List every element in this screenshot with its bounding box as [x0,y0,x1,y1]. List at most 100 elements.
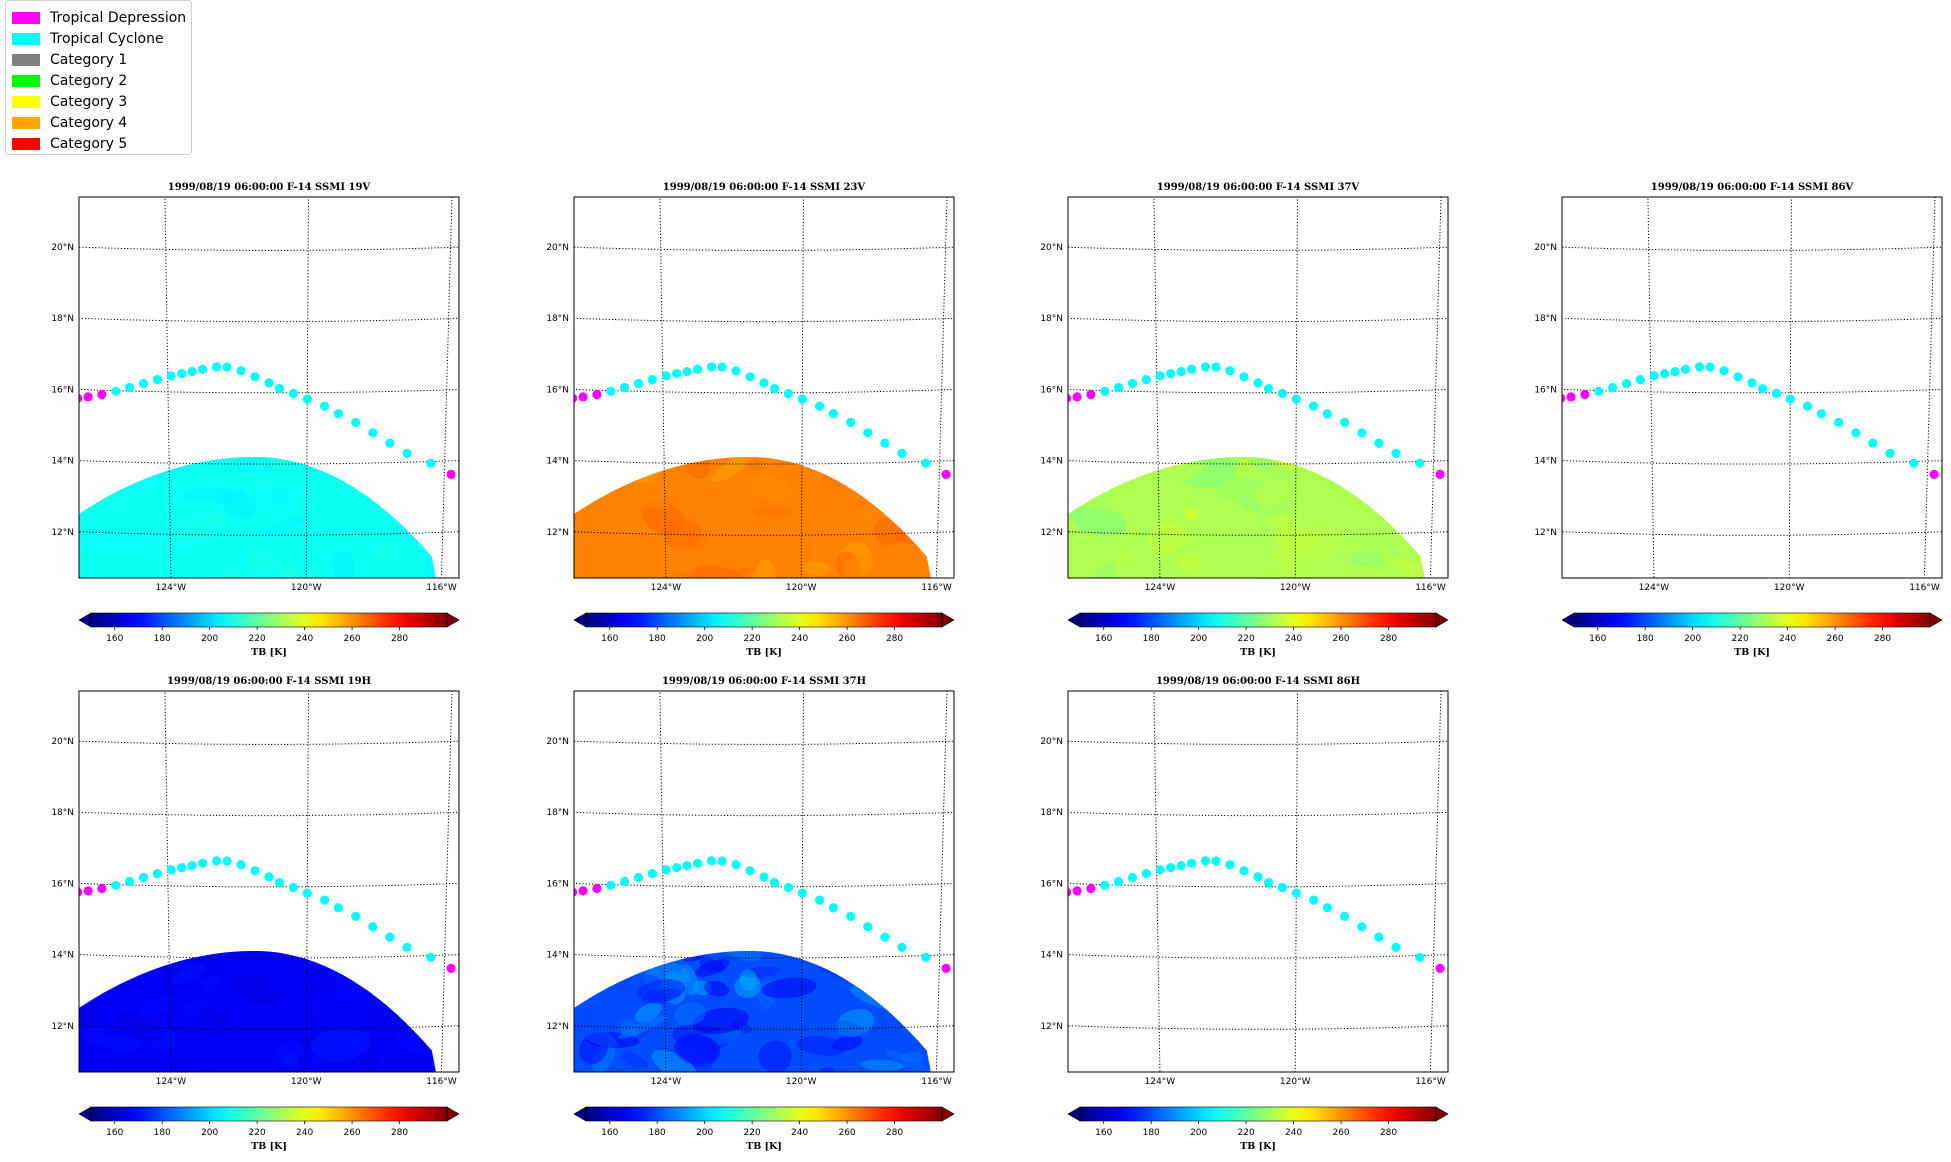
track-point [846,417,856,427]
track-point [446,963,456,974]
colorbar-tick-label: 200 [201,634,218,644]
track-point [211,856,222,866]
track-point [1705,362,1715,372]
legend-swatch [12,75,40,87]
track-point [152,869,162,879]
track-point [797,888,807,898]
lat-tick-label: 18°N [546,808,569,818]
colorbar-tick-label: 220 [1238,634,1255,644]
colorbar-tick-label: 280 [391,1128,408,1138]
colorbar-tick-label: 280 [886,1128,903,1138]
colorbar-tick-label: 220 [249,1128,266,1138]
colorbar-tick-label: 260 [343,1128,360,1138]
lat-tick-label: 14°N [546,951,569,961]
legend-label: Tropical Depression [50,10,187,26]
track-point [863,428,873,438]
track-point [177,863,187,873]
track-point [1291,888,1301,898]
colorbar: 160 180 200 220 240 260 280 TB [K] [78,1106,460,1152]
track-point [1594,386,1604,396]
track-point [1415,952,1425,962]
track-point [769,384,780,394]
track-point [1141,375,1151,385]
storm-track [1068,856,1445,974]
track-point [759,872,769,882]
track-point [236,366,246,376]
track-point [198,858,208,868]
panel-title: 1999/08/19 06:00:00 F-14 SSMI 19H [167,676,371,687]
storm-track [574,362,951,479]
colorbar-tick-label: 260 [1332,634,1349,644]
lon-tick-label: 116°W [1415,1077,1446,1087]
track-point [152,375,162,385]
colorbar-tick-label: 220 [1732,634,1749,644]
colorbar: 160 180 200 220 240 260 280 TB [K] [1561,612,1943,658]
colorbar-tick-label: 160 [106,1128,123,1138]
track-point [846,911,856,922]
track-point [1239,866,1249,876]
colorbar-label: TB [K] [746,647,782,658]
track-point [682,861,692,871]
legend-label: Tropical Cyclone [50,31,164,47]
track-point [1868,438,1878,448]
legend-label: Category 3 [50,94,128,110]
map-panel: 1999/08/19 06:00:00 F-14 SSMI 86H 12°N 14°… [1040,676,1449,1152]
legend-item: Category 4 [12,113,127,133]
track-point [1263,878,1274,888]
storm-track [574,856,951,974]
track-point [1068,393,1072,403]
track-point [941,469,951,479]
track-point [1211,362,1221,372]
lon-tick-label: 116°W [921,583,952,593]
track-point [1187,364,1197,374]
track-point [138,872,149,883]
panel-title: 1999/08/19 06:00:00 F-14 SSMI 37H [662,676,866,687]
graticule [574,691,954,1072]
colorbar: 160 180 200 220 240 260 280 TB [K] [78,612,460,658]
lat-tick-label: 20°N [1534,243,1557,253]
legend-label: Category 4 [50,115,128,131]
colorbar-tick-label: 160 [1095,1128,1112,1138]
track-point [302,888,312,898]
colorbar-label: TB [K] [1240,1141,1276,1152]
panel-title: 1999/08/19 06:00:00 F-14 SSMI 23V [663,182,866,193]
legend-item: Tropical Cyclone [12,29,164,49]
map-frame [78,196,460,579]
track-point [1291,394,1301,404]
track-point [1277,388,1287,399]
track-point [1929,469,1939,479]
track-point [1608,382,1618,393]
panel-title: 1999/08/19 06:00:00 F-14 SSMI 19V [168,182,371,193]
legend-label: Category 2 [50,73,128,89]
track-point [320,401,330,411]
lon-tick-label: 116°W [1415,583,1446,593]
track-point [1086,883,1096,894]
track-point [83,392,93,402]
colorbar-tick-label: 240 [791,1128,808,1138]
lat-tick-label: 20°N [51,243,74,253]
map-frame [1561,196,1943,579]
track-point [574,887,578,897]
track-point [1263,384,1274,394]
colorbar-tick-label: 220 [744,634,761,644]
track-point [815,401,825,411]
legend-swatch [12,54,40,66]
legend-item: Category 3 [12,92,127,112]
colorbar-tick-label: 180 [1143,1128,1160,1138]
track-point [1580,389,1590,400]
track-point [745,866,755,876]
colorbar-tick-label: 260 [1826,634,1843,644]
colorbar-label: TB [K] [1240,647,1276,658]
track-point [897,448,907,458]
track-point [661,371,671,381]
track-point [250,372,260,382]
track-point [351,911,361,922]
colorbar-tick-label: 220 [249,634,266,644]
lat-tick-label: 12°N [51,528,74,538]
track-point [1340,911,1350,922]
colorbar: 160 180 200 220 240 260 280 TB [K] [573,1106,955,1152]
colorbar-tick-label: 240 [1285,1128,1302,1138]
track-point [1176,367,1186,377]
lat-tick-label: 18°N [1040,314,1063,324]
